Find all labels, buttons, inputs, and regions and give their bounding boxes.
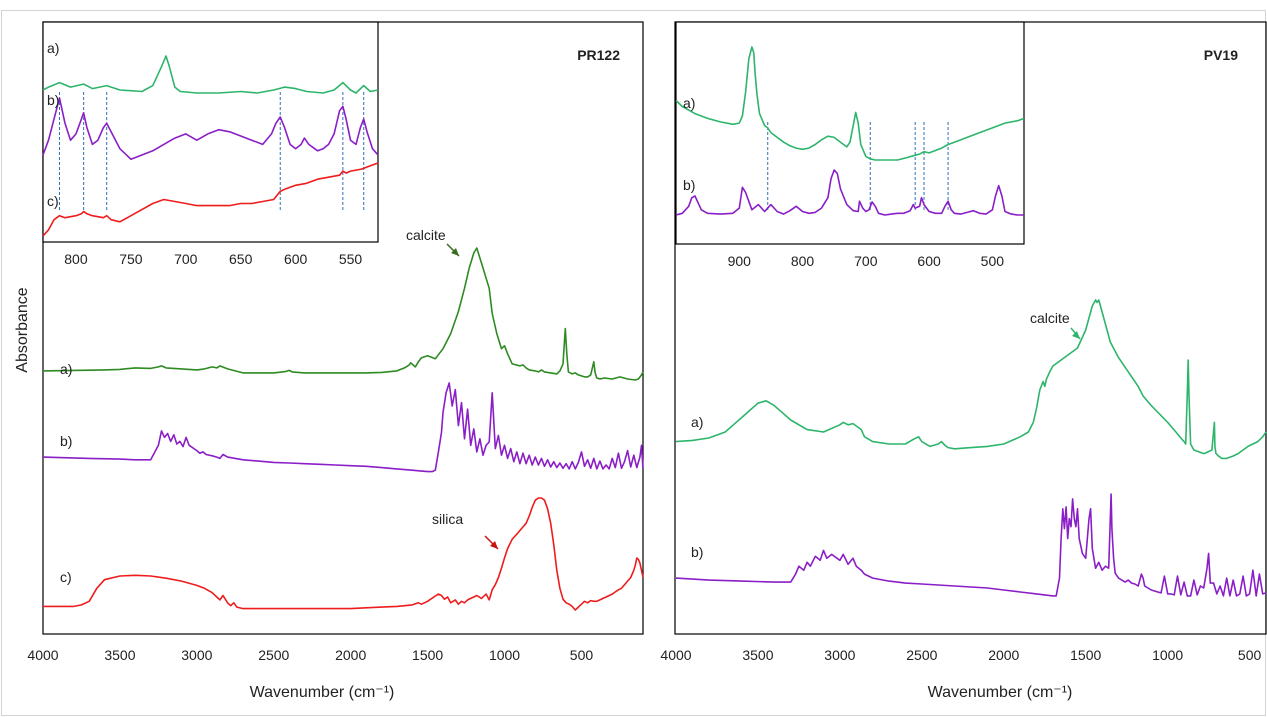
- x-tick-label: 4000: [660, 647, 691, 663]
- inset-x-tick-labels: 900 800 700 600 500: [728, 253, 1005, 269]
- inset-series-1-line: [675, 46, 1025, 161]
- inset-x-tick-label: 500: [981, 253, 1005, 269]
- inset-series-2-line: [675, 169, 1024, 216]
- inset-x-tick-label: 800: [791, 253, 815, 269]
- annotation-calcite-arrowhead: [1072, 331, 1080, 339]
- x-tick-label: 2500: [258, 647, 289, 663]
- inset-series-label-c: c): [47, 193, 59, 209]
- x-tick-label: 3000: [824, 647, 855, 663]
- x-tick-label: 4000: [27, 647, 58, 663]
- x-tick-label: 1000: [1152, 647, 1183, 663]
- inset-x-tick-label: 750: [119, 251, 143, 267]
- inset-x-tick-label: 700: [854, 253, 878, 269]
- annotation-calcite: calcite: [1030, 310, 1070, 326]
- main-series-3-line: [43, 497, 644, 611]
- inset-series-group: [675, 46, 1025, 216]
- x-tick-label: 2500: [906, 647, 937, 663]
- inset-series-label-b: b): [47, 92, 59, 108]
- x-tick-label: 1000: [489, 647, 520, 663]
- annotation-calcite-arrowhead: [451, 248, 459, 256]
- inset-x-tick-label: 600: [284, 251, 308, 267]
- inset-x-tick-label: 900: [728, 253, 752, 269]
- annotation-calcite: calcite: [406, 227, 446, 243]
- x-tick-label: 500: [1238, 647, 1262, 663]
- inset-frame: [42, 21, 379, 243]
- x-tick-label: 3500: [104, 647, 135, 663]
- x-tick-label: 1500: [1070, 647, 1101, 663]
- inset-x-tick-label: 550: [339, 251, 363, 267]
- annotation-silica: silica: [432, 511, 463, 527]
- inset-series-label-a: a): [47, 40, 59, 56]
- series-label-b: b): [60, 433, 72, 449]
- main-series-group: [42, 247, 644, 611]
- inset-series-group: [42, 55, 379, 237]
- series-label-b: b): [691, 544, 703, 560]
- main-series-1-line: [675, 299, 1267, 460]
- x-tick-label: 500: [570, 647, 594, 663]
- inset-x-tick-label: 650: [229, 251, 253, 267]
- inset-x-tick-labels: 800 750 700 650 600 550: [64, 251, 362, 267]
- main-series-2-line: [675, 493, 1267, 597]
- main-series-group: [675, 299, 1267, 597]
- inset-x-tick-label: 800: [64, 251, 88, 267]
- inset-guide-lines: [767, 122, 949, 212]
- x-tick-label: 1500: [412, 647, 443, 663]
- chart-title: PV19: [1204, 47, 1238, 63]
- inset-series-label-b: b): [683, 177, 695, 193]
- inset-series-2-line: [42, 97, 379, 160]
- chart-title: PR122: [577, 47, 620, 63]
- annotation-silica-arrowhead: [490, 541, 498, 549]
- x-tick-labels: 4000 3500 3000 2500 2000 1500 1000 500: [660, 647, 1261, 663]
- x-tick-label: 3500: [742, 647, 773, 663]
- x-tick-label: 2000: [988, 647, 1019, 663]
- x-tick-labels: 4000 3500 3000 2500 2000 1500 1000 500: [27, 647, 593, 663]
- series-label-c: c): [60, 569, 72, 585]
- main-series-2-line: [42, 382, 644, 473]
- x-axis-title: Wavenumber (cm⁻¹): [928, 684, 1073, 701]
- x-tick-label: 2000: [335, 647, 366, 663]
- inset-series-1-line: [42, 55, 379, 94]
- x-axis-title: Wavenumber (cm⁻¹): [250, 684, 395, 701]
- inset-x-tick-label: 600: [917, 253, 941, 269]
- inset-guide-lines: [58, 92, 365, 212]
- panel-pv19: 4000 3500 3000 2500 2000 1500 1000 500 PV19 a) …: [660, 21, 1267, 701]
- series-label-a: a): [60, 361, 72, 377]
- inset-series-3-line: [42, 162, 379, 237]
- series-label-a: a): [691, 414, 703, 430]
- inset-x-tick-label: 700: [174, 251, 198, 267]
- panel-pr122: 4000 3500 3000 2500 2000 1500 1000 500 PR122 a)…: [14, 21, 644, 701]
- inset-series-label-a: a): [683, 95, 695, 111]
- main-series-1-line: [42, 247, 644, 381]
- y-axis-title: Absorbance: [14, 287, 31, 372]
- x-tick-label: 3000: [181, 647, 212, 663]
